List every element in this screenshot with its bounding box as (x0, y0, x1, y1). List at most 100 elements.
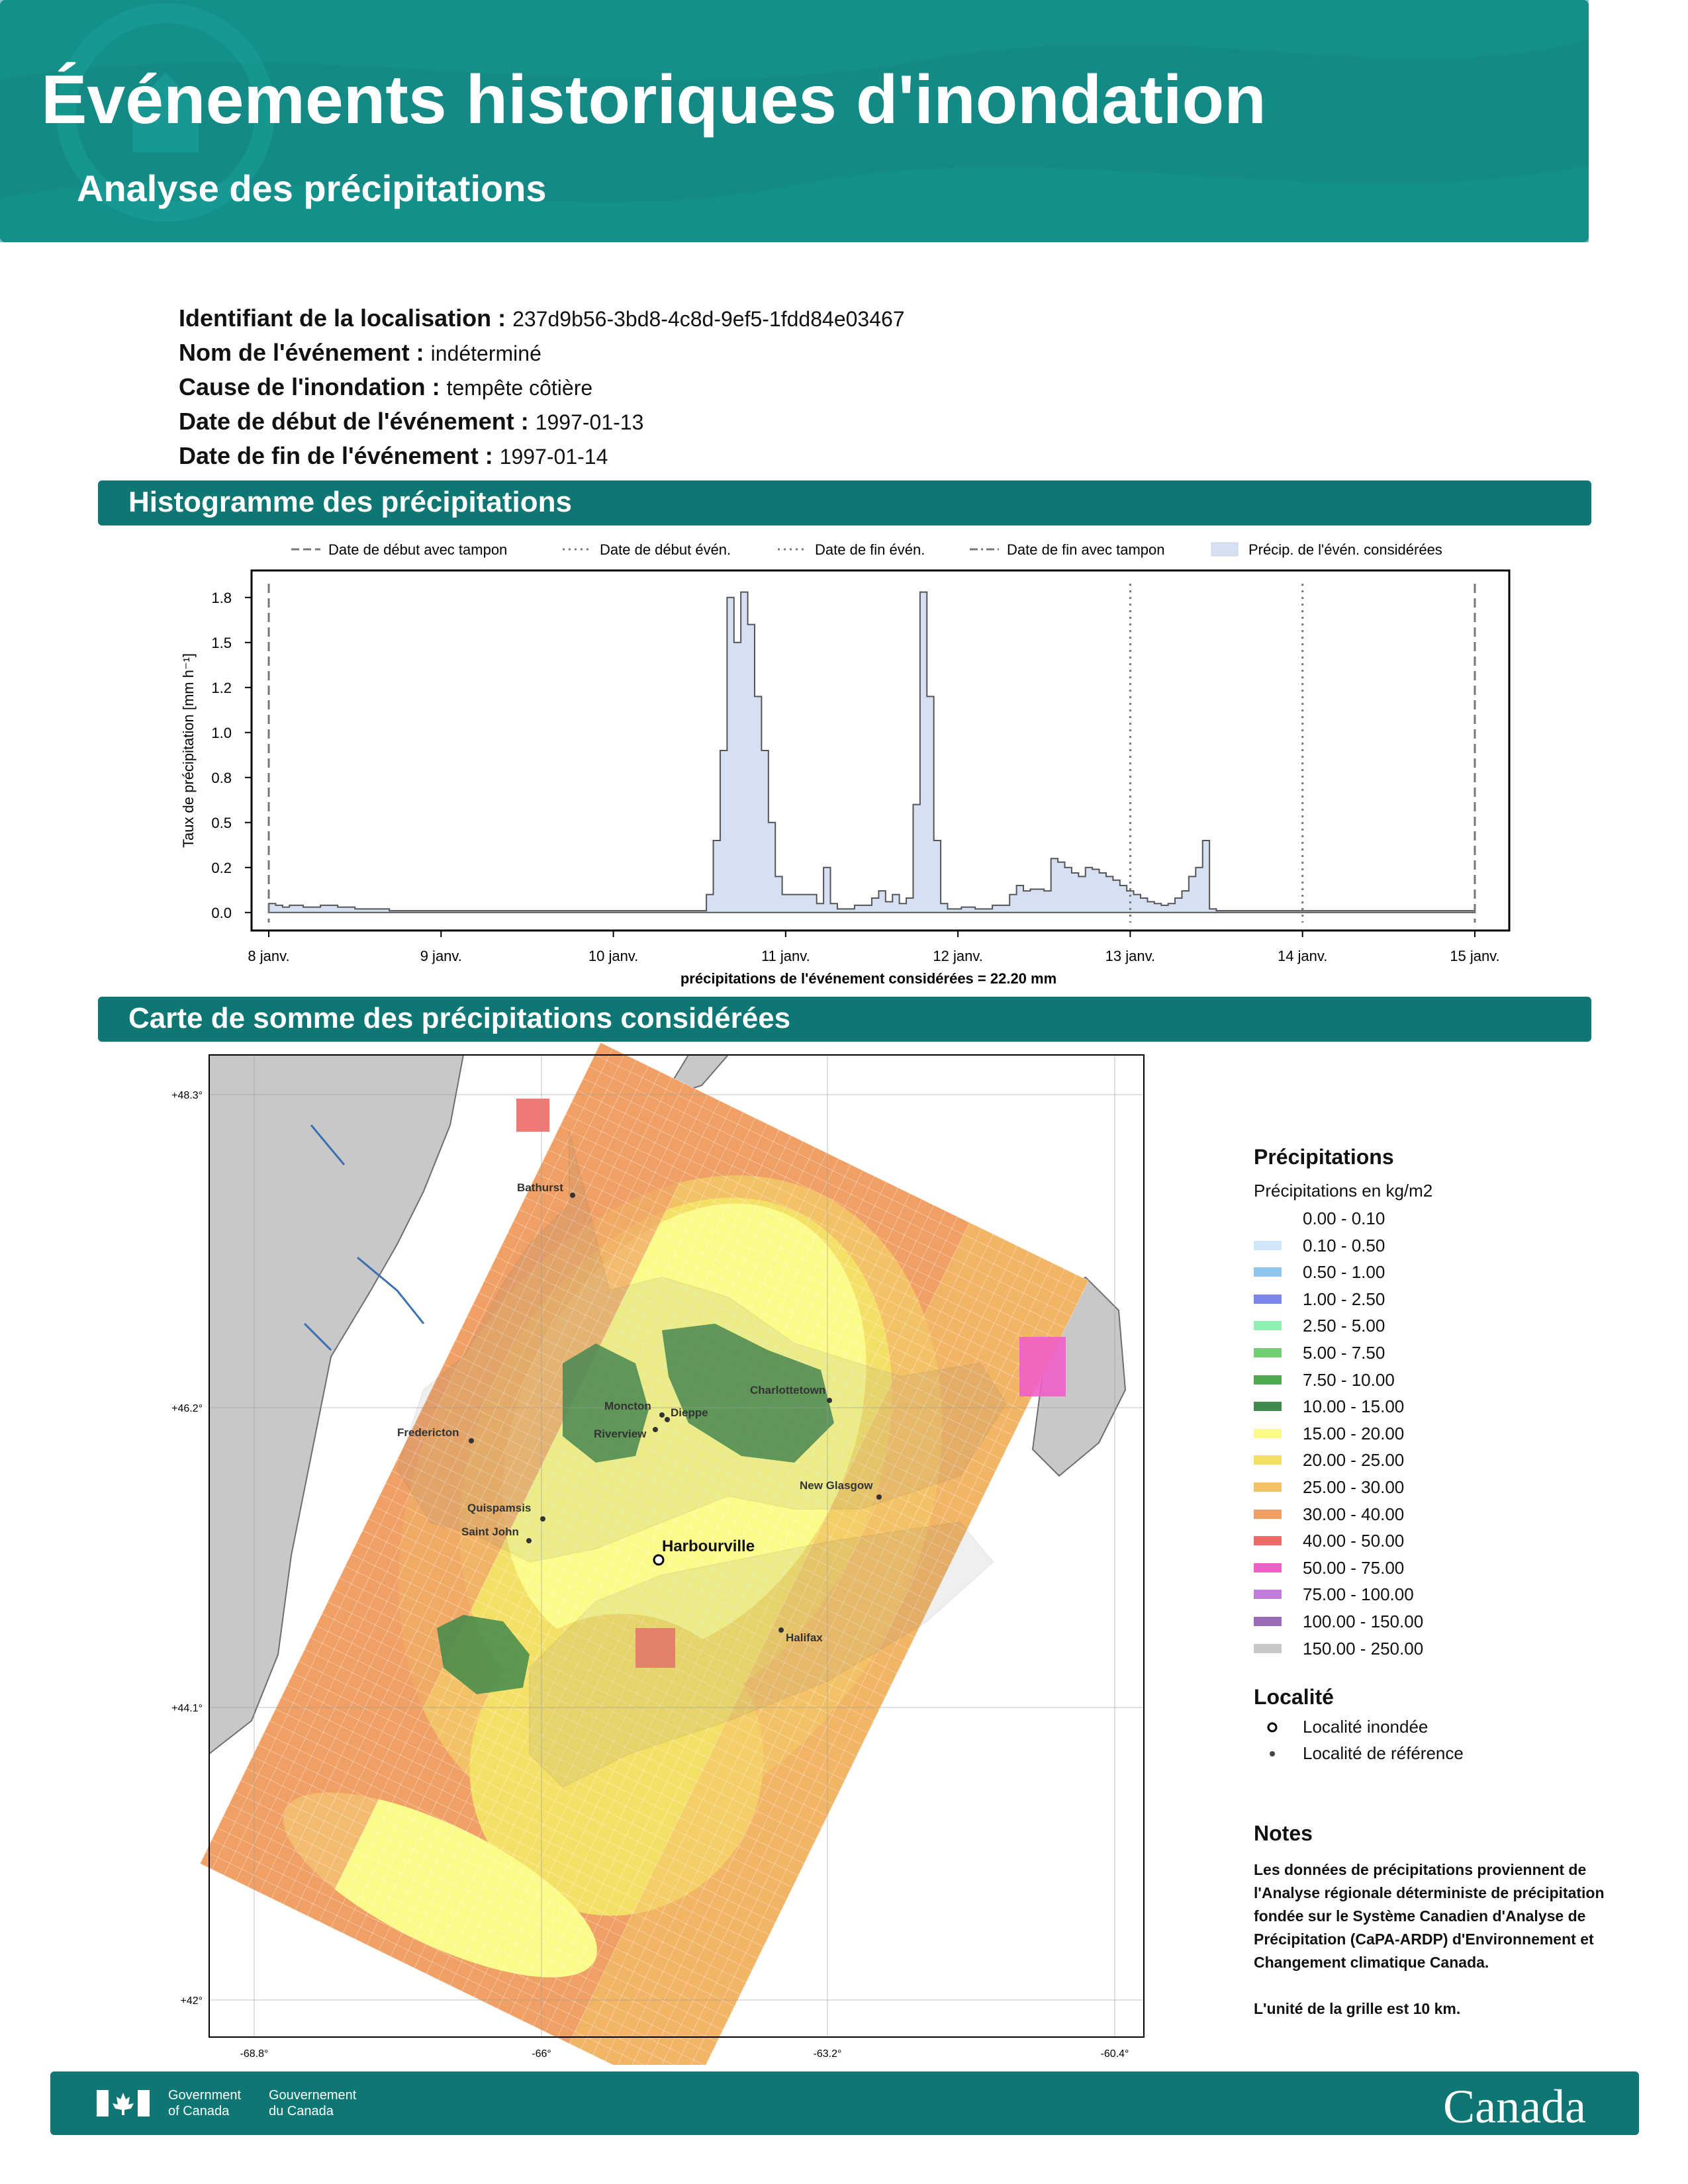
info-label: Nom de l'événement : (179, 339, 424, 366)
legend-swatch (1254, 1509, 1282, 1519)
legend-label: 5.00 - 7.50 (1303, 1343, 1385, 1363)
legend-swatch (1254, 1375, 1282, 1385)
flooded-city-marker (653, 1554, 665, 1566)
flooded-city-label: Harbourville (662, 1537, 755, 1555)
legend-swatch (1254, 1643, 1282, 1653)
x-tick-label-2: 10 janv. (588, 948, 638, 964)
legend-label: 50.00 - 75.00 (1303, 1557, 1405, 1578)
city-label-4: Charlottetown (750, 1384, 825, 1396)
map-lon-label-1: -66° (532, 2048, 551, 2060)
city-label-6: New Glasgow (800, 1479, 873, 1492)
zone-40-50-central (635, 1628, 675, 1668)
info-value: 1997-01-14 (499, 445, 608, 469)
x-tick-label-4: 12 janv. (933, 948, 982, 964)
canada-flag-icon (97, 2090, 150, 2116)
legend-label: Date de fin évén. (815, 541, 925, 558)
legend-subtitle: Précipitations en kg/m2 (1254, 1181, 1433, 1201)
info-row-location-id: Identifiant de la localisation :237d9b56… (179, 304, 905, 332)
legend-label: 40.00 - 50.00 (1303, 1531, 1405, 1551)
legend-label: 75.00 - 100.00 (1303, 1584, 1414, 1605)
city-marker-5 (469, 1438, 474, 1443)
precipitation-map: +48.3° +46.2° +44.1° +42° -68.8° -66° -63.2° -6… (171, 1042, 1145, 2065)
x-tick-label-1: 9 janv. (420, 948, 462, 964)
land-west (209, 1054, 465, 1756)
map-lat-label-3: +42° (180, 1995, 203, 2007)
x-tick-label-0: 8 janv. (248, 948, 289, 964)
legend-title: Précipitations (1254, 1145, 1394, 1169)
city-marker-2 (665, 1417, 670, 1422)
map-lon-label-3: -60.4° (1101, 2048, 1129, 2060)
info-label: Date de fin de l'événement : (179, 442, 493, 469)
legend-label: 7.50 - 10.00 (1303, 1369, 1395, 1390)
info-label: Identifiant de la localisation : (179, 304, 506, 332)
banner-wave-decoration (0, 0, 1589, 242)
y-axis-label: Taux de précipitation [mm h⁻¹] (180, 653, 197, 848)
x-tick-label-3: 11 janv. (761, 948, 810, 964)
city-label-0: Bathurst (517, 1181, 563, 1194)
canada-wordmark: Canada (1443, 2080, 1586, 2133)
zone-10-15-southwest (437, 1615, 530, 1694)
precipitation-histogram: 8 janv. 9 janv. 10 janv. 11 janv. 12 janv. 13… (180, 541, 1511, 987)
city-marker-0 (570, 1193, 575, 1198)
legend-swatch (1254, 1214, 1282, 1223)
legend-swatch (1254, 1428, 1282, 1438)
footer-gov-en: Government of Canada (168, 2087, 241, 2119)
map-lat-label-2: +44.1° (171, 1703, 203, 1714)
city-label-2: Dieppe (671, 1406, 708, 1419)
page-subtitle: Analyse des précipitations (77, 167, 547, 209)
legend-label: 0.50 - 1.00 (1303, 1262, 1385, 1283)
y-tick-label-1: 0.2 (211, 860, 232, 876)
zone-10-15-moncton (563, 1343, 649, 1463)
footer-gov-en-line2: of Canada (168, 2104, 230, 2118)
coastline-new-brunswick (396, 1131, 1008, 1563)
footer-bar: Government of Canada Gouvernement du Can… (50, 2071, 1639, 2135)
y-tick-label-3: 0.8 (211, 770, 232, 786)
legend-swatch (1254, 1563, 1282, 1572)
city-label-3: Riverview (594, 1428, 647, 1440)
header-banner: Événements historiques d'inondation Anal… (0, 0, 1589, 242)
legend-swatch (1254, 1455, 1282, 1465)
x-axis-label: précipitations de l'événement considérée… (680, 970, 1056, 987)
locality-legend-reference: Localité de référence (1303, 1743, 1464, 1763)
zone-10-15-pei (662, 1324, 834, 1463)
info-row-event-name: Nom de l'événement : indéterminé (179, 339, 541, 367)
map-lon-label-2: -63.2° (814, 2048, 842, 2060)
zone-40-50-north (516, 1099, 549, 1132)
map-lat-label-0: +48.3° (171, 1090, 203, 1101)
legend-label: 2.50 - 5.00 (1303, 1316, 1385, 1336)
locality-legend-flooded: Localité inondée (1303, 1717, 1429, 1737)
info-value: 237d9b56-3bd8-4c8d-9ef5-1fdd84e03467 (512, 307, 905, 331)
city-label-9: Halifax (786, 1631, 823, 1644)
info-value: 1997-01-13 (535, 410, 644, 434)
info-label: Cause de l'inondation : (179, 373, 440, 400)
legend-swatch (1254, 1402, 1282, 1412)
legend-label: 30.00 - 40.00 (1303, 1504, 1405, 1524)
city-marker-3 (653, 1427, 658, 1432)
chart-legend-item-3: Date de fin avec tampon (970, 541, 1164, 558)
coastline-nova-scotia (529, 1521, 994, 1788)
city-marker-9 (778, 1627, 784, 1633)
legend-label: 15.00 - 20.00 (1303, 1423, 1405, 1443)
legend-label: 0.00 - 0.10 (1303, 1208, 1385, 1228)
legend-label: Date de fin avec tampon (1007, 541, 1164, 558)
plot-frame (250, 569, 1511, 932)
chart-legend-item-0: Date de début avec tampon (291, 541, 507, 558)
map-lon-label-0: -68.8° (240, 2048, 269, 2060)
city-label-5: Fredericton (397, 1426, 459, 1439)
legend-label: 25.00 - 30.00 (1303, 1477, 1405, 1497)
rivers (303, 1124, 425, 1351)
city-marker-6 (876, 1494, 882, 1500)
notes-text: Les données de précipitations proviennen… (1254, 1861, 1605, 1971)
section-title: Histogramme des précipitations (128, 486, 572, 518)
legend-label: Date de début évén. (600, 541, 731, 558)
legend-label: Précip. de l'évén. considérées (1248, 541, 1442, 558)
city-label-8: Saint John (461, 1525, 519, 1538)
legend-swatch (1254, 1267, 1282, 1277)
x-tick-label-5: 13 janv. (1105, 948, 1155, 964)
legend-swatch (1254, 1482, 1282, 1492)
chart-legend-item-2: Date de fin évén. (778, 541, 925, 558)
section-histogram-header: Histogramme des précipitations (98, 480, 1591, 525)
y-tick-label-4: 1.0 (211, 725, 232, 741)
city-marker-7 (540, 1516, 545, 1522)
legend-swatch (1254, 1590, 1282, 1600)
